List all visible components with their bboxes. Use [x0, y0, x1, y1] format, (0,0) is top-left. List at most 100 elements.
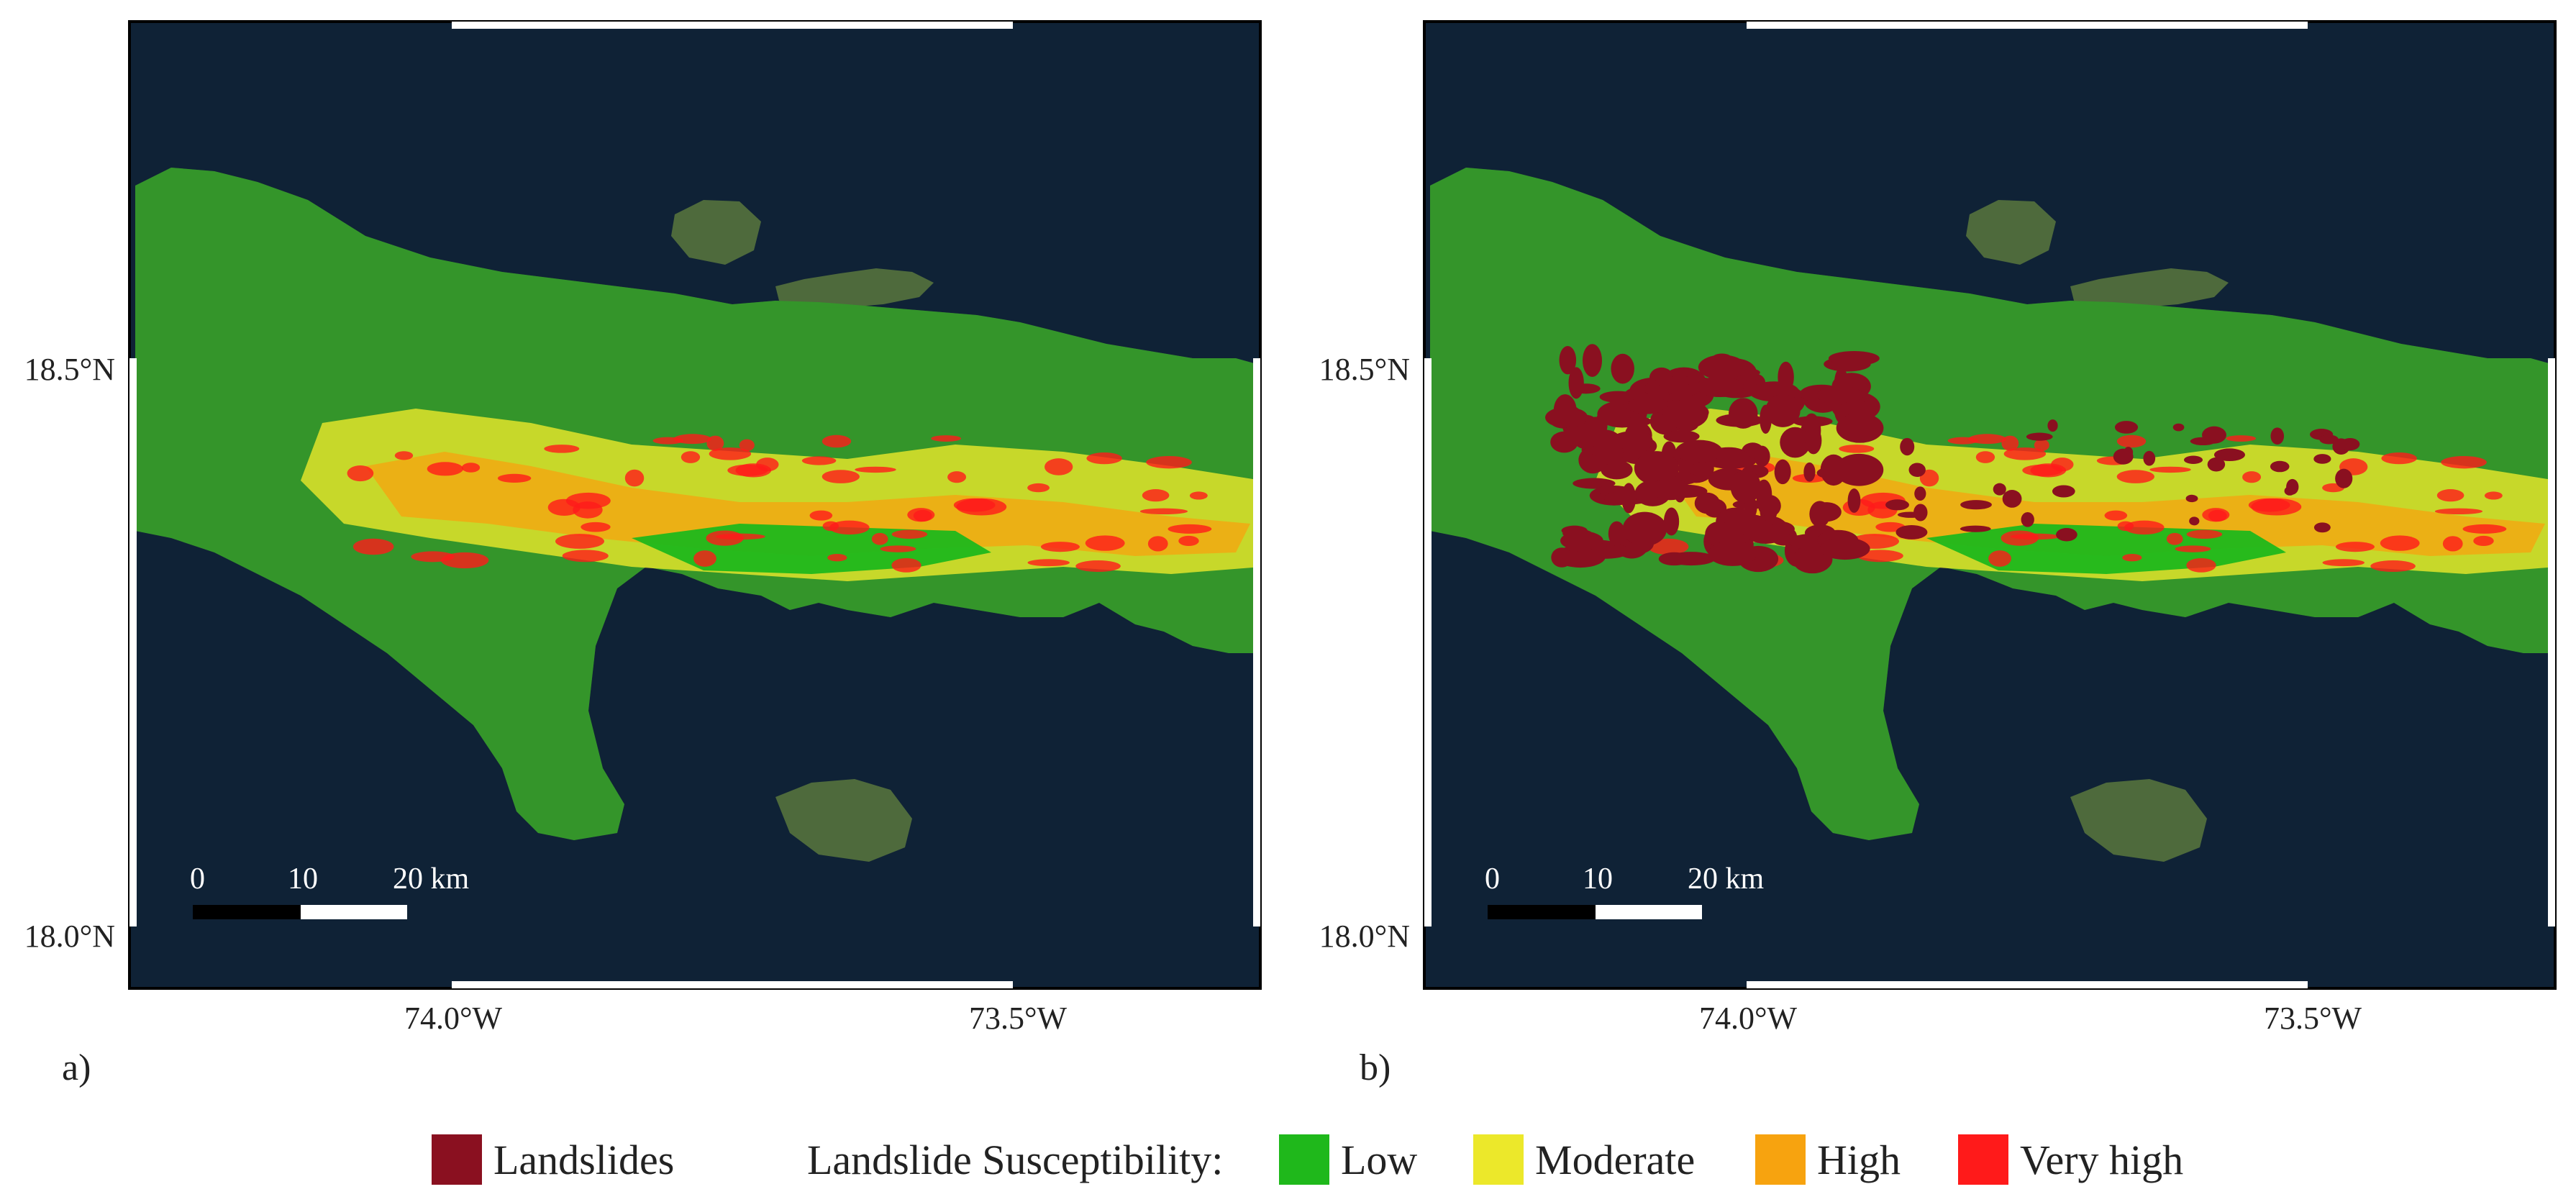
legend-title: Landslide Susceptibility:	[807, 1133, 1223, 1186]
susceptibility-very-high-patch	[2022, 464, 2063, 476]
susceptibility-very-high-patch	[2226, 435, 2257, 442]
susceptibility-very-high-patch	[953, 498, 996, 512]
landslide-patch	[1834, 453, 1884, 486]
landslide-patch	[1618, 429, 1653, 452]
island-south	[775, 779, 912, 862]
susceptibility-very-high-patch	[829, 520, 870, 535]
landslide-patch	[1847, 488, 1861, 513]
landslide-patch	[2047, 419, 2058, 432]
scale-label-20km: 20 km	[393, 862, 470, 896]
legend-label-moderate: Moderate	[1535, 1136, 1696, 1183]
susceptibility-very-high-patch	[1857, 550, 1903, 563]
landslide-patch	[1751, 523, 1778, 533]
susceptibility-very-high-patch	[347, 465, 374, 482]
susceptibility-very-high-patch	[573, 501, 603, 519]
susceptibility-very-high-patch	[2003, 447, 2047, 460]
susceptibility-very-high-patch	[2208, 509, 2227, 522]
susceptibility-very-high-patch	[1178, 535, 1199, 547]
y-tick-18-5-a: 18.5°N	[24, 352, 115, 387]
susceptibility-very-high-patch	[2116, 470, 2154, 483]
landslide-patch	[2056, 528, 2077, 542]
scale-label-10: 10	[288, 862, 318, 896]
landslide-patch	[2026, 432, 2053, 441]
susceptibility-very-high-patch	[1189, 491, 1208, 500]
susceptibility-very-high-patch	[947, 471, 967, 483]
landslide-patch	[1663, 430, 1700, 443]
landslide-patch	[1589, 416, 1601, 447]
landslide-patch	[1698, 355, 1747, 380]
landslide-patch	[1650, 478, 1690, 501]
landslide-patch	[1793, 416, 1833, 427]
susceptibility-very-high-patch	[2473, 535, 2494, 547]
susceptibility-map-b	[1423, 20, 2557, 990]
susceptibility-very-high-patch	[2186, 557, 2216, 573]
landslide-patch	[1708, 540, 1757, 566]
map-panel-b: 0 10 20 km	[1423, 20, 2557, 990]
susceptibility-very-high-patch	[544, 445, 580, 453]
scale-bar-black	[1488, 905, 1596, 919]
susceptibility-very-high-patch	[891, 529, 928, 539]
susceptibility-very-high-patch	[1168, 524, 1212, 534]
scale-bar-black	[193, 905, 301, 919]
landslide-patch	[2113, 448, 2134, 465]
x-tick-74-0-a: 74.0°W	[404, 1001, 503, 1036]
panel-label-a: a)	[62, 1047, 91, 1088]
susceptibility-very-high-patch	[693, 550, 716, 567]
susceptibility-very-high-patch	[2381, 452, 2417, 465]
landslide-patch	[2207, 457, 2226, 472]
landslide-patch	[2002, 489, 2022, 508]
susceptibility-very-high-patch	[2122, 553, 2142, 562]
landslide-patch	[1757, 494, 1781, 517]
susceptibility-very-high-patch	[809, 510, 833, 521]
landslide-patch	[1774, 459, 1791, 485]
landslide-patch	[1744, 496, 1757, 519]
landslide-patch	[1803, 462, 1816, 482]
legend-very-high: Very high	[1958, 1133, 2183, 1186]
susceptibility-very-high-patch	[2434, 508, 2483, 515]
graticule-bar-top	[452, 22, 1013, 29]
island-cayemites	[2070, 268, 2229, 308]
landslide-patch	[1689, 410, 1707, 424]
scale-bar-white	[301, 905, 407, 919]
susceptibility-very-high-patch	[2335, 542, 2375, 552]
x-tick-74-0-b: 74.0°W	[1698, 1001, 1798, 1036]
susceptibility-layer	[135, 168, 1262, 840]
graticule-bar-top	[1747, 22, 2308, 29]
landslide-patch	[1729, 398, 1758, 429]
legend-label-landslides: Landslides	[493, 1136, 675, 1183]
landslide-patch	[2335, 468, 2353, 488]
susceptibility-very-high-patch	[727, 464, 768, 476]
susceptibility-very-high-patch	[2116, 434, 2147, 448]
susceptibility-very-high-patch	[1044, 458, 1073, 475]
susceptibility-very-high-patch	[497, 473, 532, 483]
landslide-patch	[2143, 450, 2156, 466]
susceptibility-very-high-patch	[2462, 524, 2507, 534]
landslide-patch	[1885, 499, 1909, 511]
map-panel-a: 0 10 20 km	[128, 20, 1262, 990]
legend-susceptibility-title: Landslide Susceptibility:	[807, 1136, 1224, 1183]
legend-landslides: Landslides	[432, 1133, 674, 1186]
susceptibility-very-high-patch	[822, 521, 839, 532]
susceptibility-very-high-patch	[2166, 532, 2183, 545]
landslide-patch	[1675, 440, 1723, 463]
panel-label-b: b)	[1360, 1047, 1391, 1088]
susceptibility-very-high-patch	[1839, 445, 1875, 453]
susceptibility-very-high-patch	[1085, 535, 1125, 551]
y-tick-18-5-b: 18.5°N	[1319, 352, 1410, 387]
landslide-patch	[1553, 394, 1577, 428]
landslide-patch	[1836, 413, 1884, 443]
landslide-patch	[1622, 511, 1667, 547]
legend-swatch-low	[1279, 1134, 1329, 1185]
susceptibility-very-high-patch	[871, 532, 888, 545]
landslide-patch	[2183, 455, 2203, 464]
landslide-patch	[1568, 367, 1584, 399]
landslides-layer	[1545, 344, 2360, 574]
landslide-patch	[1908, 463, 1926, 478]
landslide-patch	[1839, 401, 1875, 416]
landslide-patch	[2286, 478, 2299, 495]
susceptibility-very-high-patch	[1027, 483, 1050, 493]
susceptibility-very-high-patch	[2117, 521, 2134, 532]
susceptibility-very-high-patch	[2124, 520, 2165, 535]
island-south	[2070, 779, 2207, 862]
landslide-patch	[1914, 486, 1926, 501]
